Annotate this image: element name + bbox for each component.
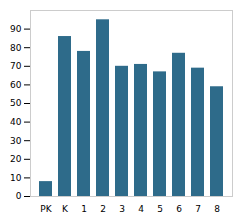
svg-text:0: 0 <box>16 191 22 201</box>
svg-text:8: 8 <box>214 204 220 214</box>
svg-text:70: 70 <box>10 61 22 71</box>
svg-text:60: 60 <box>10 80 22 90</box>
svg-text:10: 10 <box>10 173 22 183</box>
svg-text:80: 80 <box>10 43 22 53</box>
svg-text:K: K <box>62 204 69 214</box>
svg-text:PK: PK <box>40 204 52 214</box>
svg-text:1: 1 <box>81 204 87 214</box>
svg-text:40: 40 <box>10 117 22 127</box>
svg-text:4: 4 <box>138 204 144 214</box>
svg-text:5: 5 <box>157 204 163 214</box>
svg-text:90: 90 <box>10 24 22 34</box>
svg-text:20: 20 <box>10 154 22 164</box>
svg-text:30: 30 <box>10 136 22 146</box>
svg-text:2: 2 <box>100 204 106 214</box>
svg-text:3: 3 <box>119 204 125 214</box>
svg-text:6: 6 <box>176 204 182 214</box>
svg-text:50: 50 <box>10 98 22 108</box>
svg-text:7: 7 <box>195 204 201 214</box>
